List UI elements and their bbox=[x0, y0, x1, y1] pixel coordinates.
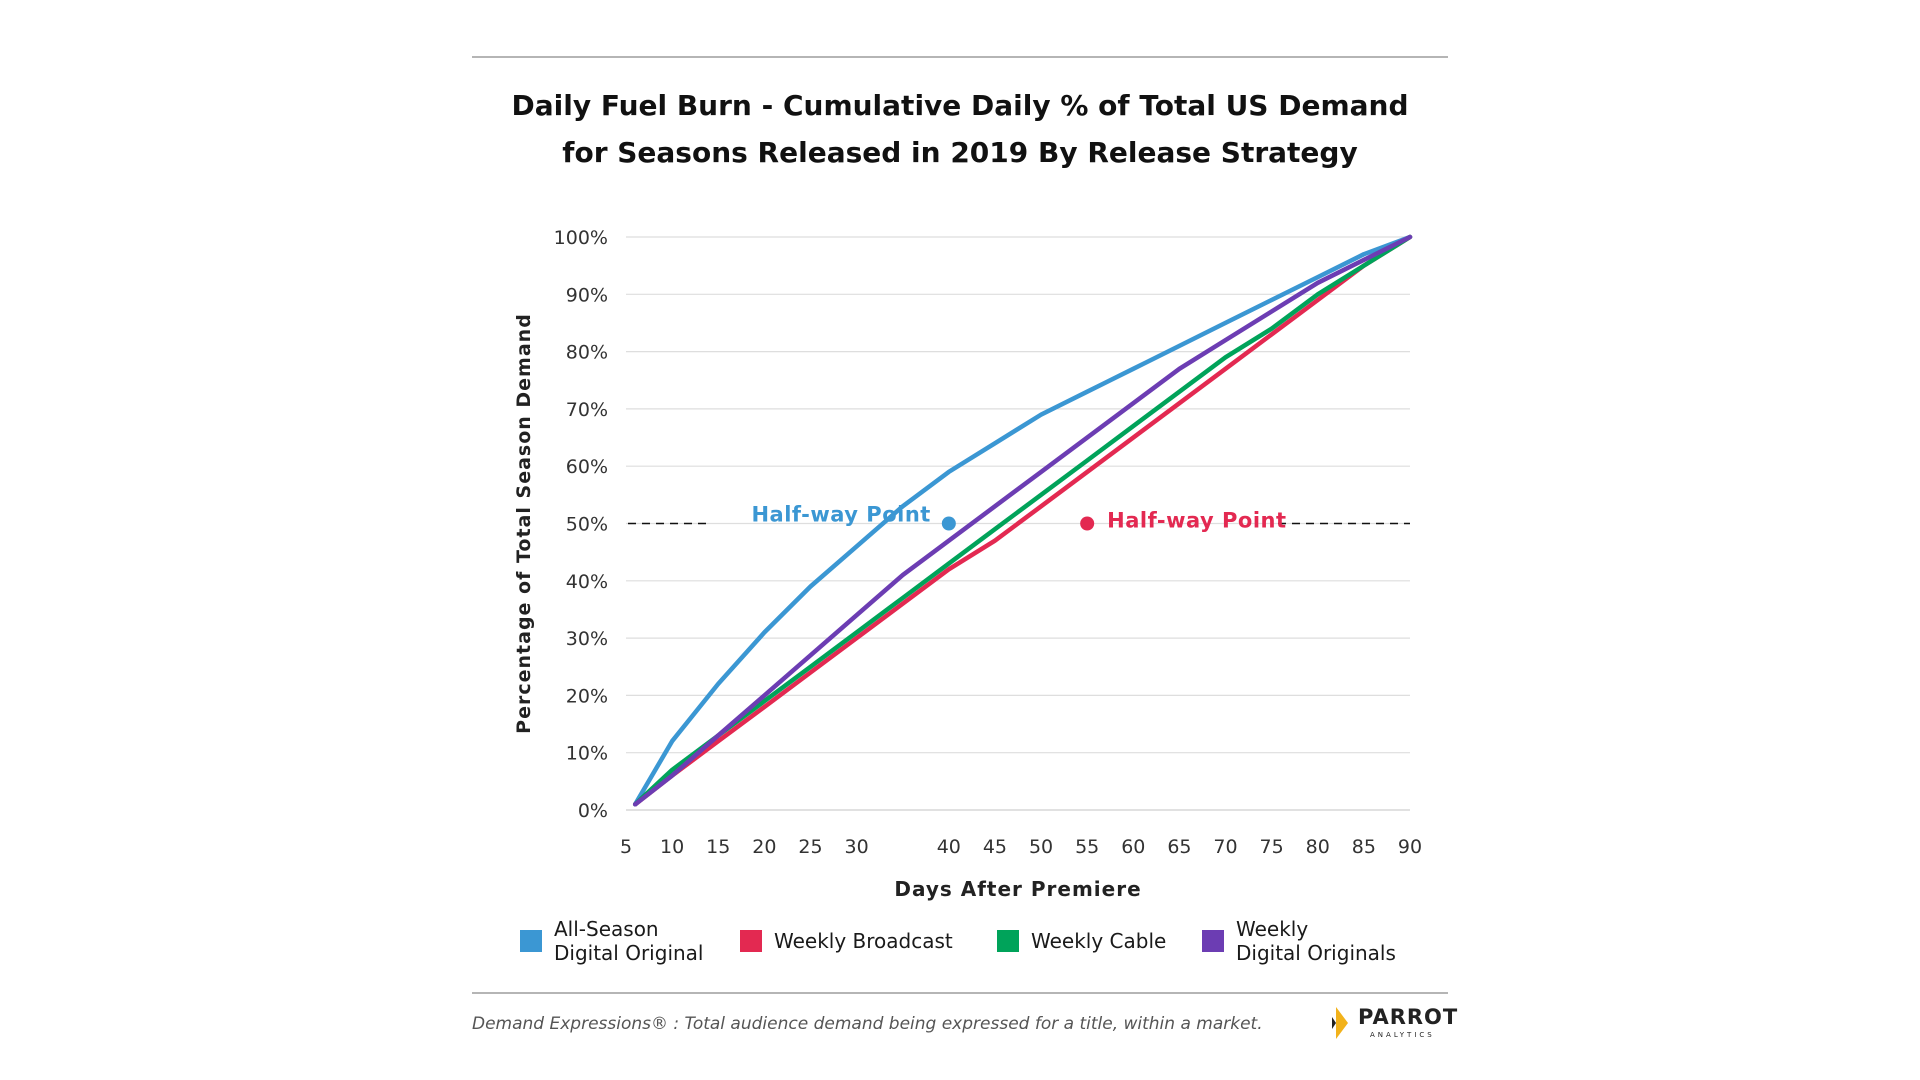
y-tick-label: 100% bbox=[554, 227, 608, 249]
halfway-point-marker bbox=[941, 516, 956, 531]
parrot-analytics-logo: PARROT ANALYTICS bbox=[1322, 1005, 1457, 1045]
y-tick-label: 60% bbox=[566, 456, 608, 478]
y-tick-label: 40% bbox=[566, 571, 608, 593]
x-tick-label: 10 bbox=[660, 836, 684, 858]
chart-title: Daily Fuel Burn - Cumulative Daily % of … bbox=[472, 82, 1448, 176]
x-tick-label: 80 bbox=[1306, 836, 1330, 858]
logo-subtext: ANALYTICS bbox=[1370, 1031, 1435, 1039]
series-line-2 bbox=[632, 234, 1413, 807]
chart-title-line-1: Daily Fuel Burn - Cumulative Daily % of … bbox=[511, 89, 1409, 122]
legend-item: Weekly Digital Originals bbox=[1202, 916, 1396, 966]
x-axis-title: Days After Premiere bbox=[894, 877, 1141, 901]
parrot-logo-icon bbox=[1332, 1007, 1348, 1039]
x-tick-label: 20 bbox=[752, 836, 776, 858]
legend-label: All-Season Digital Original bbox=[554, 917, 704, 965]
x-tick-label: 30 bbox=[844, 836, 868, 858]
y-axis-title: Percentage of Total Season Demand bbox=[513, 313, 535, 734]
y-tick-label: 0% bbox=[578, 800, 608, 822]
legend-item: Weekly Broadcast bbox=[740, 916, 953, 966]
x-tick-label: 90 bbox=[1398, 836, 1422, 858]
x-tick-label: 70 bbox=[1213, 836, 1237, 858]
y-tick-label: 50% bbox=[566, 514, 608, 536]
x-tick-label: 25 bbox=[798, 836, 822, 858]
x-tick-label: 45 bbox=[983, 836, 1007, 858]
annotations: Half-way Point Half-way Point bbox=[628, 503, 1410, 533]
legend-label: Weekly Cable bbox=[1031, 929, 1167, 953]
gridlines bbox=[626, 236, 1410, 811]
halfway-point-marker bbox=[1080, 516, 1095, 531]
logo-wordmark: PARROT bbox=[1358, 1005, 1459, 1029]
legend-swatch bbox=[520, 930, 542, 952]
x-tick-label: 15 bbox=[706, 836, 730, 858]
series-line-3 bbox=[632, 234, 1413, 807]
y-tick-label: 70% bbox=[566, 399, 608, 421]
axes: 0% 10% 20% 30% 40% 50% 60% 70% 80% 90% 100% 5 10 15 20… bbox=[513, 227, 1422, 901]
legend-item: All-Season Digital Original bbox=[520, 916, 703, 966]
x-tick-label: 50 bbox=[1029, 836, 1053, 858]
x-tick-label: 85 bbox=[1352, 836, 1376, 858]
legend-swatch bbox=[997, 930, 1019, 952]
legend-label: Weekly Digital Originals bbox=[1236, 917, 1396, 965]
x-tick-label: 40 bbox=[937, 836, 961, 858]
bottom-divider bbox=[472, 992, 1448, 994]
legend-swatch bbox=[740, 930, 762, 952]
line-chart: 0% 10% 20% 30% 40% 50% 60% 70% 80% 90% 100% 5 10 15 20… bbox=[513, 227, 1422, 901]
y-tick-label: 30% bbox=[566, 628, 608, 650]
x-tick-label: 5 bbox=[620, 836, 632, 858]
x-tick-label: 65 bbox=[1167, 836, 1191, 858]
series-lines bbox=[632, 234, 1413, 807]
footer-note: Demand Expressions® : Total audience dem… bbox=[472, 1014, 1263, 1034]
y-tick-label: 80% bbox=[566, 342, 608, 364]
legend-item: Weekly Cable bbox=[997, 916, 1166, 966]
series-line-1 bbox=[632, 234, 1413, 807]
y-tick-label: 90% bbox=[566, 284, 608, 306]
x-tick-label: 75 bbox=[1260, 836, 1284, 858]
y-tick-label: 20% bbox=[566, 685, 608, 707]
chart-title-line-2: for Seasons Released in 2019 By Release … bbox=[562, 136, 1358, 169]
legend-swatch bbox=[1202, 930, 1224, 952]
halfway-point-label: Half-way Point bbox=[751, 503, 930, 527]
x-tick-label: 60 bbox=[1121, 836, 1145, 858]
y-tick-label: 10% bbox=[566, 743, 608, 765]
x-tick-label: 55 bbox=[1075, 836, 1099, 858]
halfway-point-label: Half-way Point bbox=[1107, 509, 1286, 533]
series-line-0 bbox=[632, 234, 1413, 807]
top-divider bbox=[472, 56, 1448, 58]
legend-label: Weekly Broadcast bbox=[774, 929, 953, 953]
